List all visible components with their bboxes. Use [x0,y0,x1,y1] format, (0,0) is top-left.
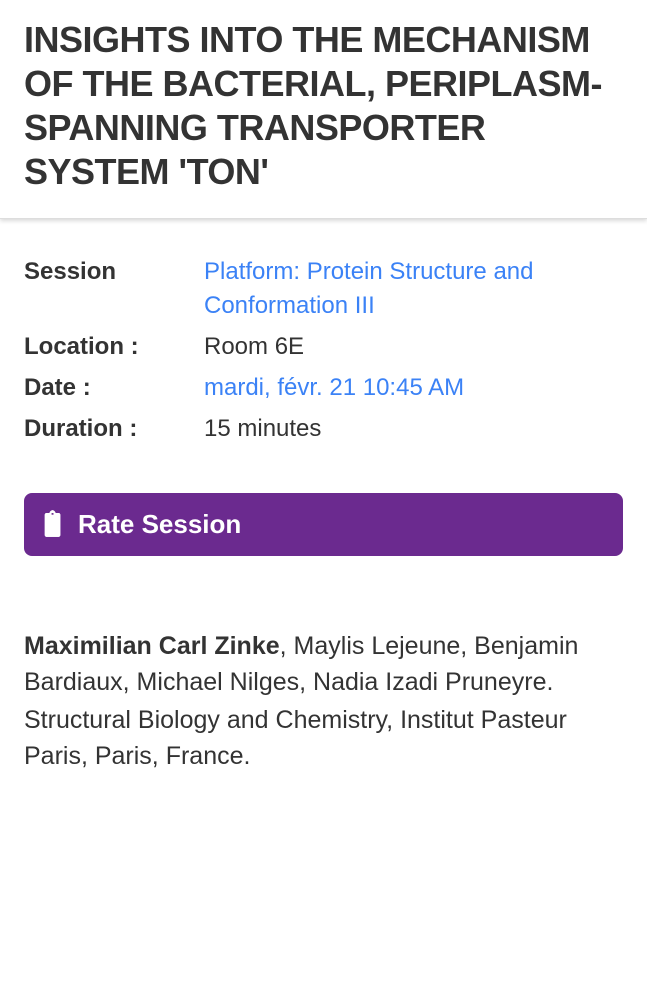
date-row: Date : mardi, févr. 21 10:45 AM [24,371,623,406]
rate-session-button[interactable]: Rate Session [24,493,623,556]
clipboard-icon [42,510,64,538]
location-row: Location : Room 6E [24,330,623,365]
affiliation: Structural Biology and Chemistry, Instit… [24,702,623,775]
rate-session-label: Rate Session [78,509,241,540]
duration-value: 15 minutes [204,412,623,447]
details-section: Session Platform: Protein Structure and … [0,219,647,469]
lead-author: Maximilian Carl Zinke [24,632,280,660]
session-link[interactable]: Platform: Protein Structure and Conforma… [204,255,623,325]
authors-list: Maximilian Carl Zinke, Maylis Lejeune, B… [24,628,623,701]
date-label: Date : [24,371,204,406]
session-label: Session [24,255,204,325]
page-title: INSIGHTS INTO THE MECHANISM OF THE BACTE… [24,18,623,194]
date-link[interactable]: mardi, févr. 21 10:45 AM [204,371,623,406]
duration-row: Duration : 15 minutes [24,412,623,447]
session-row: Session Platform: Protein Structure and … [24,255,623,325]
title-card: INSIGHTS INTO THE MECHANISM OF THE BACTE… [0,0,647,219]
location-value: Room 6E [204,330,623,365]
location-label: Location : [24,330,204,365]
duration-label: Duration : [24,412,204,447]
authors-section: Maximilian Carl Zinke, Maylis Lejeune, B… [0,556,647,799]
